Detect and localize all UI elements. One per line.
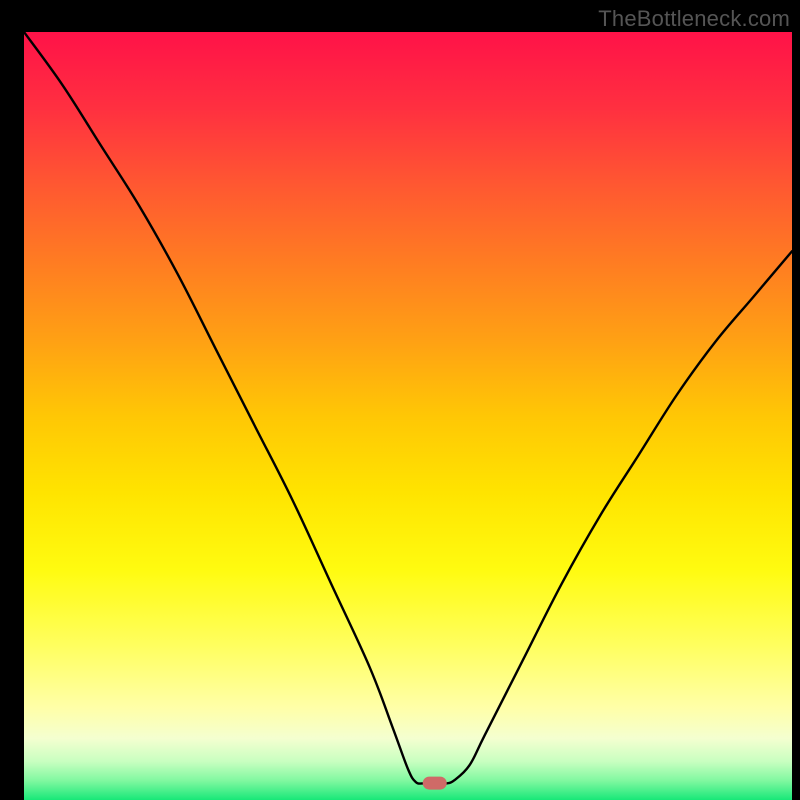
- optimal-point-marker: [423, 777, 448, 790]
- watermark-text: TheBottleneck.com: [598, 6, 790, 32]
- bottleneck-curve: [24, 32, 792, 788]
- chart-frame: TheBottleneck.com: [0, 0, 800, 800]
- plot-area: [24, 32, 792, 788]
